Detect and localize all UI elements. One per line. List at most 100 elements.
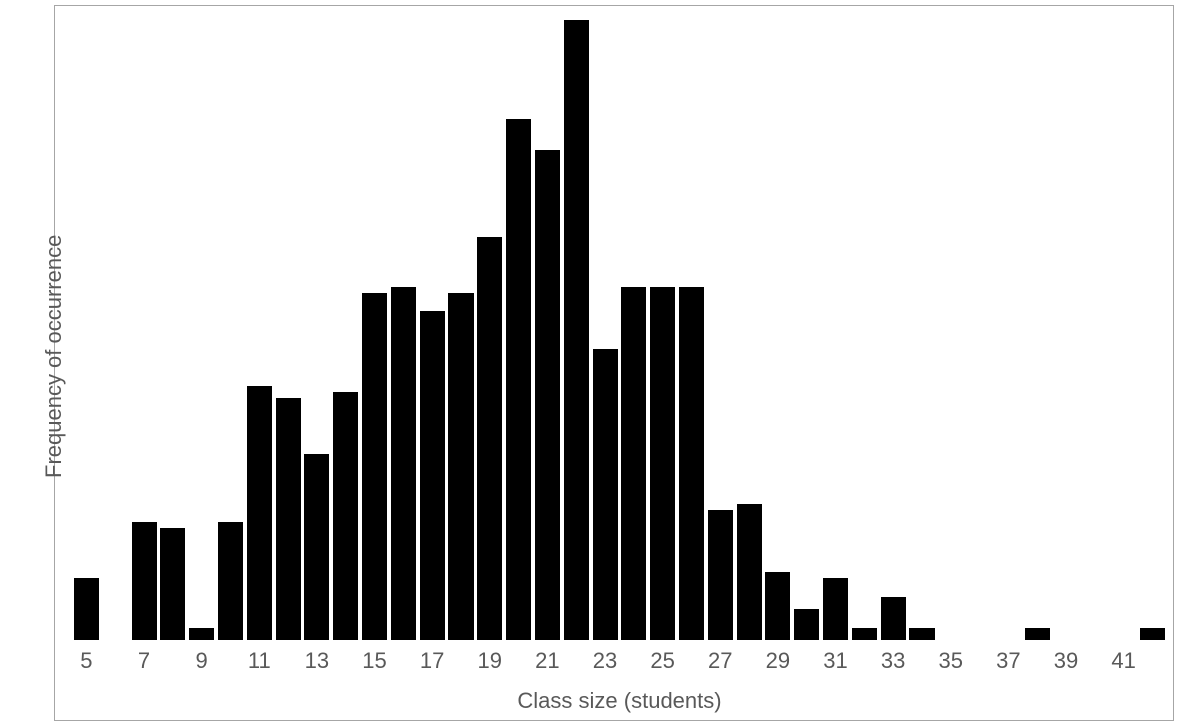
bar (477, 237, 502, 640)
bar (333, 392, 358, 640)
x-tick: 41 (1109, 648, 1138, 674)
x-tick (1138, 648, 1167, 674)
bars-container (72, 20, 1167, 640)
bar-slot (850, 20, 879, 640)
bar-slot (735, 20, 764, 640)
x-tick: 39 (1052, 648, 1081, 674)
x-tick (792, 648, 821, 674)
bar-slot (821, 20, 850, 640)
bar-slot (1052, 20, 1081, 640)
bar (1025, 628, 1050, 640)
bar-slot (274, 20, 303, 640)
bar-slot (475, 20, 504, 640)
bar-slot (533, 20, 562, 640)
x-tick (504, 648, 533, 674)
y-axis-label: Frequency of occurrence (41, 235, 67, 478)
bar (218, 522, 243, 640)
bar (909, 628, 934, 640)
bar-slot (792, 20, 821, 640)
bar-slot (360, 20, 389, 640)
x-tick: 35 (936, 648, 965, 674)
x-tick (1080, 648, 1109, 674)
x-tick: 23 (591, 648, 620, 674)
x-tick: 31 (821, 648, 850, 674)
x-tick: 21 (533, 648, 562, 674)
x-tick (101, 648, 130, 674)
x-tick: 17 (418, 648, 447, 674)
x-tick: 27 (706, 648, 735, 674)
x-axis-label: Class size (students) (72, 688, 1167, 714)
x-tick: 25 (648, 648, 677, 674)
bar-slot (303, 20, 332, 640)
bar-slot (389, 20, 418, 640)
bar (823, 578, 848, 640)
bar-slot (764, 20, 793, 640)
x-tick (331, 648, 360, 674)
bar-slot (72, 20, 101, 640)
bar (362, 293, 387, 640)
bar (448, 293, 473, 640)
bar (506, 119, 531, 640)
bar (247, 386, 272, 640)
bar (304, 454, 329, 640)
bar (535, 150, 560, 640)
bar (881, 597, 906, 640)
bar (1140, 628, 1165, 640)
bar-slot (216, 20, 245, 640)
bar-slot (418, 20, 447, 640)
x-tick: 29 (764, 648, 793, 674)
histogram-chart: Frequency of occurrence 5 7 9 11 13 15 1… (0, 0, 1180, 728)
bar-slot (879, 20, 908, 640)
bar-slot (331, 20, 360, 640)
bar-slot (706, 20, 735, 640)
x-tick (965, 648, 994, 674)
bar (650, 287, 675, 640)
x-tick: 13 (303, 648, 332, 674)
bar-slot (1109, 20, 1138, 640)
bar-slot (562, 20, 591, 640)
x-tick: 19 (475, 648, 504, 674)
bar-slot (1023, 20, 1052, 640)
x-tick (735, 648, 764, 674)
bar-slot (677, 20, 706, 640)
bar-slot (591, 20, 620, 640)
bar (679, 287, 704, 640)
x-tick (562, 648, 591, 674)
x-tick (389, 648, 418, 674)
bar-slot (158, 20, 187, 640)
bar (765, 572, 790, 640)
bar-slot (1080, 20, 1109, 640)
bar-slot (447, 20, 476, 640)
bar-slot (648, 20, 677, 640)
bar-slot (1138, 20, 1167, 640)
bar (564, 20, 589, 640)
bar (708, 510, 733, 640)
bar-slot (965, 20, 994, 640)
bar (420, 311, 445, 640)
bar (74, 578, 99, 640)
bar-slot (187, 20, 216, 640)
bar (593, 349, 618, 640)
x-tick (677, 648, 706, 674)
bar (276, 398, 301, 640)
bar (852, 628, 877, 640)
x-tick: 11 (245, 648, 274, 674)
x-tick (158, 648, 187, 674)
x-tick (619, 648, 648, 674)
bar-slot (245, 20, 274, 640)
bar (737, 504, 762, 640)
bar-slot (504, 20, 533, 640)
x-tick (447, 648, 476, 674)
bar-slot (101, 20, 130, 640)
x-tick: 15 (360, 648, 389, 674)
bar (160, 528, 185, 640)
bar-slot (908, 20, 937, 640)
bar (794, 609, 819, 640)
bar (391, 287, 416, 640)
x-tick (908, 648, 937, 674)
x-tick (274, 648, 303, 674)
bar-slot (994, 20, 1023, 640)
bar-slot (936, 20, 965, 640)
x-tick (1023, 648, 1052, 674)
bar (621, 287, 646, 640)
